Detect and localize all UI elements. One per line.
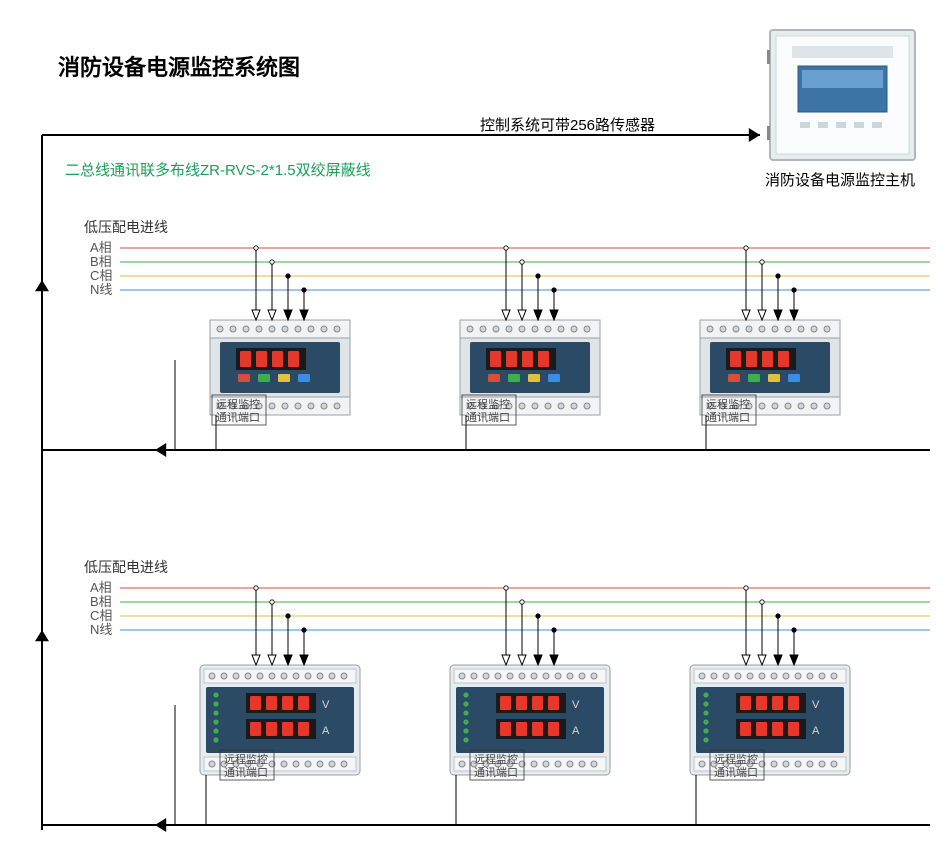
phase-label: A相	[90, 580, 112, 595]
host-panel	[767, 30, 915, 160]
svg-text:远程监控: 远程监控	[474, 752, 518, 766]
phase-label: N线	[90, 282, 112, 297]
svg-text:远程监控: 远程监控	[706, 397, 750, 411]
svg-text:远程监控: 远程监控	[216, 397, 260, 411]
svg-text:V: V	[572, 699, 580, 711]
phase-label: B相	[90, 254, 112, 269]
phase-label: C相	[90, 268, 112, 283]
svg-text:V: V	[812, 699, 820, 711]
port-label: 远程监控通讯端口	[462, 395, 516, 425]
bus-wire-label: 二总线通讯联多布线ZR-RVS-2*1.5双绞屏蔽线	[65, 162, 371, 179]
svg-text:通讯端口: 通讯端口	[714, 766, 758, 779]
svg-text:通讯端口: 通讯端口	[466, 411, 510, 424]
port-label: 远程监控通讯端口	[212, 395, 266, 425]
port-label: 远程监控通讯端口	[710, 750, 764, 780]
svg-text:远程监控: 远程监控	[224, 752, 268, 766]
diagram-title: 消防设备电源监控系统图	[58, 55, 300, 80]
port-label: 远程监控通讯端口	[470, 750, 524, 780]
sensor-count-label: 控制系统可带256路传感器	[480, 117, 655, 134]
port-label: 远程监控通讯端口	[702, 395, 756, 425]
phase-header: 低压配电进线	[84, 219, 168, 235]
svg-text:V: V	[322, 699, 330, 711]
phase-label: A相	[90, 240, 112, 255]
port-label: 远程监控通讯端口	[220, 750, 274, 780]
host-panel-label: 消防设备电源监控主机	[765, 172, 915, 189]
svg-text:通讯端口: 通讯端口	[474, 766, 518, 779]
phase-label: B相	[90, 594, 112, 609]
svg-text:A: A	[572, 725, 580, 737]
svg-text:远程监控: 远程监控	[466, 397, 510, 411]
svg-text:A: A	[812, 725, 820, 737]
svg-text:通讯端口: 通讯端口	[216, 411, 260, 424]
svg-text:远程监控: 远程监控	[714, 752, 758, 766]
phase-header: 低压配电进线	[84, 559, 168, 575]
svg-text:通讯端口: 通讯端口	[706, 411, 750, 424]
phase-label: C相	[90, 608, 112, 623]
phase-label: N线	[90, 622, 112, 637]
svg-text:A: A	[322, 725, 330, 737]
svg-text:通讯端口: 通讯端口	[224, 766, 268, 779]
